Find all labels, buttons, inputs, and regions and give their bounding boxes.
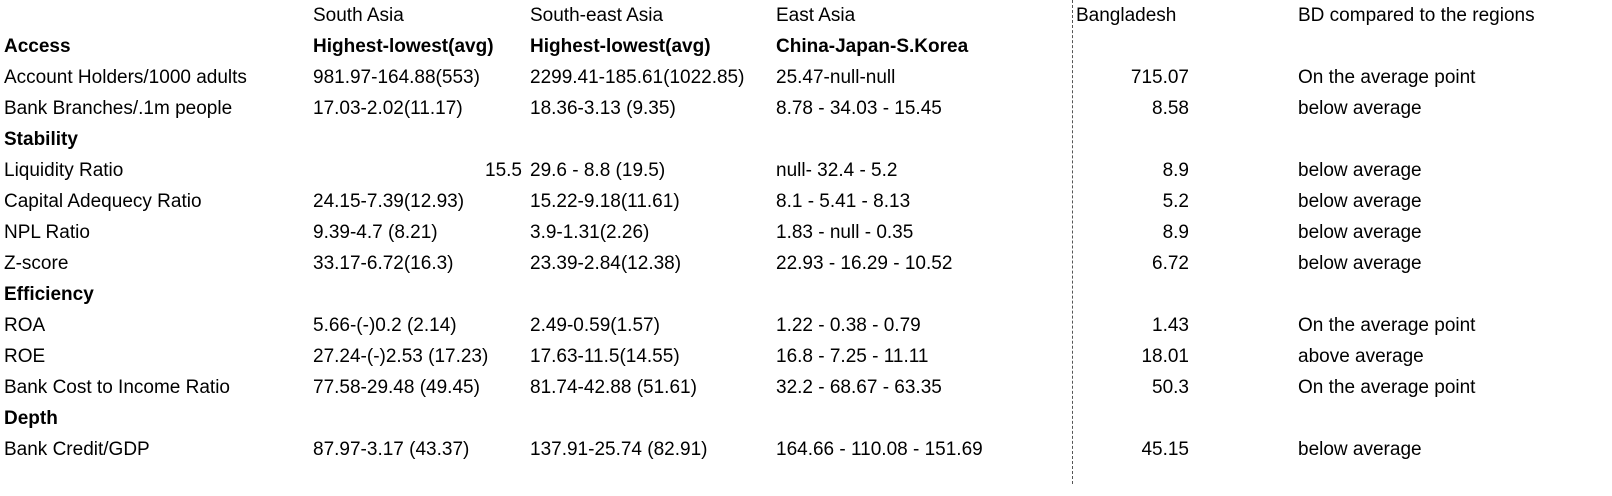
comparison-value[interactable]: below average xyxy=(1298,222,1422,243)
comparison-value[interactable]: below average xyxy=(1298,98,1422,119)
southeast-asia-value[interactable]: 81.74-42.88 (51.61) xyxy=(530,377,697,398)
comparison-value[interactable]: below average xyxy=(1298,253,1422,274)
row-label[interactable]: Capital Adequecy Ratio xyxy=(4,191,202,212)
east-asia-value[interactable]: 22.93 - 16.29 - 10.52 xyxy=(776,253,953,274)
south-asia-value[interactable]: 5.66-(-)0.2 (2.14) xyxy=(313,315,457,336)
section-title[interactable]: Efficiency xyxy=(4,284,94,305)
comparison-value[interactable]: On the average point xyxy=(1298,67,1476,88)
section-title[interactable]: Depth xyxy=(4,408,58,429)
comparison-value[interactable]: On the average point xyxy=(1298,377,1476,398)
east-asia-value[interactable]: 16.8 - 7.25 - 11.11 xyxy=(776,346,929,367)
south-asia-value[interactable]: 15.5 xyxy=(485,160,522,181)
section-row-efficiency: Efficiency xyxy=(0,279,1612,310)
table-row: Liquidity Ratio 15.5 29.6 - 8.8 (19.5) n… xyxy=(0,155,1612,186)
row-label[interactable]: Bank Credit/GDP xyxy=(4,439,150,460)
header-row: South Asia South-east Asia East Asia Ban… xyxy=(0,0,1612,31)
subheader-east-asia[interactable]: China-Japan-S.Korea xyxy=(776,36,969,57)
table-row: Account Holders/1000 adults 981.97-164.8… xyxy=(0,62,1612,93)
table-row: Bank Branches/.1m people 17.03-2.02(11.1… xyxy=(0,93,1612,124)
row-label[interactable]: Liquidity Ratio xyxy=(4,160,124,181)
row-label[interactable]: Bank Branches/.1m people xyxy=(4,98,233,119)
row-label[interactable]: Account Holders/1000 adults xyxy=(4,67,247,88)
row-label[interactable]: NPL Ratio xyxy=(4,222,90,243)
header-southeast-asia[interactable]: South-east Asia xyxy=(530,5,664,26)
south-asia-value[interactable]: 77.58-29.48 (49.45) xyxy=(313,377,480,398)
bangladesh-value[interactable]: 18.01 xyxy=(1141,346,1189,367)
comparison-value[interactable]: above average xyxy=(1298,346,1424,367)
row-label[interactable]: Bank Cost to Income Ratio xyxy=(4,377,230,398)
south-asia-value[interactable]: 24.15-7.39(12.93) xyxy=(313,191,465,212)
comparison-value[interactable]: On the average point xyxy=(1298,315,1476,336)
south-asia-value[interactable]: 33.17-6.72(16.3) xyxy=(313,253,454,274)
east-asia-value[interactable]: 32.2 - 68.67 - 63.35 xyxy=(776,377,942,398)
bangladesh-value[interactable]: 8.58 xyxy=(1152,98,1189,119)
table-row: ROE 27.24-(-)2.53 (17.23) 17.63-11.5(14.… xyxy=(0,341,1612,372)
section-title[interactable]: Access xyxy=(4,36,71,57)
table-row: Bank Cost to Income Ratio 77.58-29.48 (4… xyxy=(0,372,1612,403)
east-asia-value[interactable]: 8.1 - 5.41 - 8.13 xyxy=(776,191,911,212)
south-asia-value[interactable]: 27.24-(-)2.53 (17.23) xyxy=(313,346,489,367)
bangladesh-value[interactable]: 1.43 xyxy=(1152,315,1189,336)
east-asia-value[interactable]: 25.47-null-null xyxy=(776,67,896,88)
table-row: Capital Adequecy Ratio 24.15-7.39(12.93)… xyxy=(0,186,1612,217)
south-asia-value[interactable]: 17.03-2.02(11.17) xyxy=(313,98,463,119)
comparison-value[interactable]: below average xyxy=(1298,439,1422,460)
row-label[interactable]: ROA xyxy=(4,315,46,336)
section-row-stability: Stability xyxy=(0,124,1612,155)
southeast-asia-value[interactable]: 29.6 - 8.8 (19.5) xyxy=(530,160,666,181)
east-asia-value[interactable]: 1.22 - 0.38 - 0.79 xyxy=(776,315,921,336)
row-label[interactable]: ROE xyxy=(4,346,46,367)
bangladesh-value[interactable]: 715.07 xyxy=(1130,67,1189,88)
section-row-access: Access Highest-lowest(avg) Highest-lowes… xyxy=(0,31,1612,62)
southeast-asia-value[interactable]: 18.36-3.13 (9.35) xyxy=(530,98,676,119)
southeast-asia-value[interactable]: 137.91-25.74 (82.91) xyxy=(530,439,708,460)
table-row: NPL Ratio 9.39-4.7 (8.21) 3.9-1.31(2.26)… xyxy=(0,217,1612,248)
south-asia-value[interactable]: 9.39-4.7 (8.21) xyxy=(313,222,438,243)
bangladesh-value[interactable]: 5.2 xyxy=(1162,191,1189,212)
south-asia-value[interactable]: 87.97-3.17 (43.37) xyxy=(313,439,470,460)
east-asia-value[interactable]: 1.83 - null - 0.35 xyxy=(776,222,914,243)
column-divider xyxy=(1072,0,1073,484)
southeast-asia-value[interactable]: 3.9-1.31(2.26) xyxy=(530,222,650,243)
subheader-south-asia[interactable]: Highest-lowest(avg) xyxy=(313,36,494,57)
header-east-asia[interactable]: East Asia xyxy=(776,5,856,26)
bangladesh-value[interactable]: 8.9 xyxy=(1162,160,1189,181)
southeast-asia-value[interactable]: 23.39-2.84(12.38) xyxy=(530,253,682,274)
southeast-asia-value[interactable]: 15.22-9.18(11.61) xyxy=(530,191,680,212)
section-row-depth: Depth xyxy=(0,403,1612,434)
section-title[interactable]: Stability xyxy=(4,129,78,150)
row-label[interactable]: Z-score xyxy=(4,253,69,274)
southeast-asia-value[interactable]: 17.63-11.5(14.55) xyxy=(530,346,680,367)
southeast-asia-value[interactable]: 2299.41-185.61(1022.85) xyxy=(530,67,745,88)
header-comparison[interactable]: BD compared to the regions xyxy=(1298,5,1535,26)
east-asia-value[interactable]: 8.78 - 34.03 - 15.45 xyxy=(776,98,942,119)
header-bangladesh[interactable]: Bangladesh xyxy=(1076,5,1177,26)
bangladesh-value[interactable]: 8.9 xyxy=(1162,222,1189,243)
bangladesh-value[interactable]: 45.15 xyxy=(1141,439,1189,460)
east-asia-value[interactable]: null- 32.4 - 5.2 xyxy=(776,160,898,181)
comparison-value[interactable]: below average xyxy=(1298,160,1422,181)
subheader-southeast-asia[interactable]: Highest-lowest(avg) xyxy=(530,36,711,57)
east-asia-value[interactable]: 164.66 - 110.08 - 151.69 xyxy=(776,439,983,460)
table-row: ROA 5.66-(-)0.2 (2.14) 2.49-0.59(1.57) 1… xyxy=(0,310,1612,341)
south-asia-value[interactable]: 981.97-164.88(553) xyxy=(313,67,480,88)
table-row: Bank Credit/GDP 87.97-3.17 (43.37) 137.9… xyxy=(0,434,1612,465)
bangladesh-value[interactable]: 50.3 xyxy=(1152,377,1189,398)
header-south-asia[interactable]: South Asia xyxy=(313,5,404,26)
bangladesh-value[interactable]: 6.72 xyxy=(1152,253,1189,274)
table-row: Z-score 33.17-6.72(16.3) 23.39-2.84(12.3… xyxy=(0,248,1612,279)
comparison-value[interactable]: below average xyxy=(1298,191,1422,212)
southeast-asia-value[interactable]: 2.49-0.59(1.57) xyxy=(530,315,660,336)
